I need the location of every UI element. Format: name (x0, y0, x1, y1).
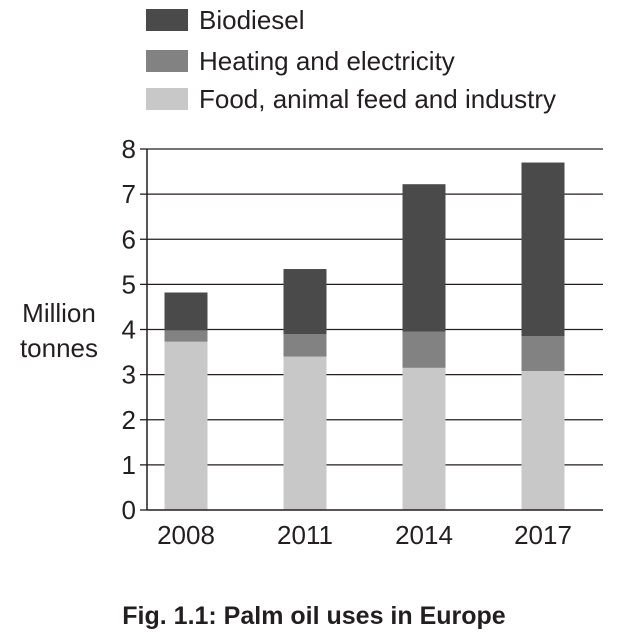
y-tick-label-2: 2 (122, 405, 136, 435)
legend-swatch-biodiesel (146, 9, 188, 31)
legend: Biodiesel Heating and electricity Food, an… (146, 5, 556, 114)
legend-swatch-heating-and-electricity (146, 50, 188, 72)
legend-label-heating-and-electricity: Heating and electricity (199, 46, 455, 76)
bar-heating-and-electricity-2008 (164, 330, 208, 342)
bar-food-animal-feed-and-industry-2008 (164, 341, 208, 510)
y-tick-label-3: 3 (122, 360, 136, 390)
bar-biodiesel-2014 (402, 184, 446, 332)
y-tick-label-6: 6 (122, 224, 136, 254)
bar-heating-and-electricity-2011 (283, 334, 327, 357)
x-tick-labels: 2008 2011 2014 2017 (157, 520, 572, 550)
y-tick-label-7: 7 (122, 179, 136, 209)
gridlines (147, 148, 603, 466)
bar-biodiesel-2008 (164, 292, 208, 331)
y-tick-label-0: 0 (122, 495, 136, 525)
bar-heating-and-electricity-2014 (402, 331, 446, 368)
y-tick-labels: 0 1 2 3 4 5 6 7 8 (122, 134, 136, 525)
bar-biodiesel-2017 (521, 162, 565, 337)
x-tick-label-2017: 2017 (514, 520, 572, 550)
y-tick-label-8: 8 (122, 134, 136, 164)
y-tick-label-4: 4 (122, 315, 136, 345)
y-tick-label-5: 5 (122, 269, 136, 299)
figure-caption: Fig. 1.1: Palm oil uses in Europe (122, 602, 506, 630)
legend-swatch-food-animal-feed-and-industry (146, 88, 188, 110)
bar-food-animal-feed-and-industry-2017 (521, 371, 565, 510)
bar-biodiesel-2011 (283, 269, 327, 335)
x-tick-label-2011: 2011 (277, 520, 333, 550)
bar-food-animal-feed-and-industry-2014 (402, 367, 446, 510)
y-tick-label-1: 1 (122, 450, 136, 480)
bar-food-animal-feed-and-industry-2011 (283, 356, 327, 510)
bar-heating-and-electricity-2017 (521, 336, 565, 372)
y-axis-label-line-2: tonnes (20, 333, 98, 363)
legend-label-biodiesel: Biodiesel (199, 5, 305, 35)
axes (140, 148, 603, 511)
legend-label-food-animal-feed-and-industry: Food, animal feed and industry (199, 84, 556, 114)
y-axis-label-line-1: Million (22, 298, 96, 328)
x-tick-label-2008: 2008 (157, 520, 215, 550)
x-tick-label-2014: 2014 (395, 520, 453, 550)
bars (164, 162, 565, 510)
